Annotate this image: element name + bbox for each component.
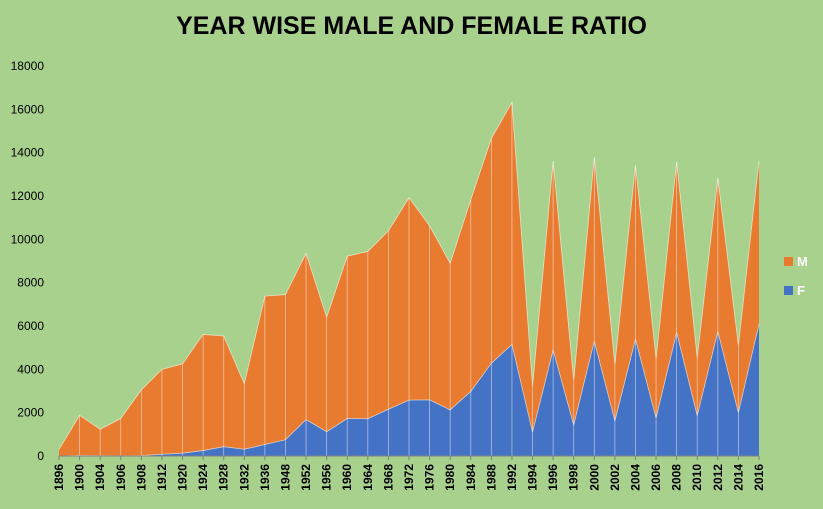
x-tick-label: 1948 [278, 464, 292, 491]
x-tick-label: 1960 [340, 464, 354, 491]
x-tick-label: 1896 [52, 464, 66, 491]
x-tick-label: 1994 [526, 464, 540, 491]
area-series-f [59, 324, 759, 456]
series-outline [58, 101, 760, 450]
x-tick-label: 2002 [608, 464, 622, 491]
x-tick-label: 2008 [670, 464, 684, 491]
x-tick-label: 1988 [484, 464, 498, 491]
y-axis-labels: 0 2000 4000 6000 8000 10000 12000 14000 16000 180… [11, 59, 45, 463]
x-tick-label: 1992 [505, 464, 519, 491]
x-tick-label: 2006 [649, 464, 663, 491]
y-tick-label: 8000 [17, 276, 44, 290]
y-tick-label: 0 [37, 449, 44, 463]
legend-label-f: F [797, 283, 805, 298]
legend-label-m: M [797, 254, 808, 269]
x-tick-label: 2000 [587, 464, 601, 491]
x-tick-label: 1908 [134, 464, 148, 491]
x-tick-label: 2012 [711, 464, 725, 491]
x-tick-label: 2010 [690, 464, 704, 491]
x-tick-label: 1932 [237, 464, 251, 491]
x-tick-label: 1998 [567, 464, 581, 491]
x-tick-label: 1980 [443, 464, 457, 491]
x-tick-label: 1936 [258, 464, 272, 491]
y-tick-label: 6000 [17, 319, 44, 333]
y-tick-label: 10000 [11, 232, 45, 246]
x-tick-label: 1912 [155, 464, 169, 491]
x-tick-label: 2014 [731, 464, 745, 491]
y-tick-label: 4000 [17, 362, 44, 376]
legend-swatch-f [784, 286, 793, 295]
x-tick-label: 1972 [402, 464, 416, 491]
legend: MF [784, 254, 808, 298]
y-tick-label: 12000 [11, 189, 45, 203]
x-tick-label: 2004 [628, 464, 642, 491]
x-tick-label: 2016 [752, 464, 766, 491]
y-tick-label: 16000 [11, 102, 45, 116]
x-tick-label: 1920 [176, 464, 190, 491]
x-tick-label: 1952 [299, 464, 313, 491]
x-tick-label: 1906 [114, 464, 128, 491]
series-outline [58, 323, 760, 457]
y-tick-label: 18000 [11, 59, 45, 73]
x-tick-label: 1996 [546, 464, 560, 491]
x-tick-label: 1904 [93, 464, 107, 491]
x-tick-label: 1956 [320, 464, 334, 491]
x-tick-label: 1924 [196, 464, 210, 491]
x-axis: 1896 1900 1904 1906 1908 1912 1920 1924 1928 1932… [52, 455, 766, 491]
x-tick-label: 1900 [73, 464, 87, 491]
x-tick-label: 1928 [217, 464, 231, 491]
y-tick-label: 14000 [11, 146, 45, 160]
chart-areas [58, 101, 760, 457]
x-tick-label: 1964 [361, 464, 375, 491]
x-tick-label: 1968 [381, 464, 395, 491]
x-tick-label: 1976 [423, 464, 437, 491]
x-tick-label: 1984 [464, 464, 478, 491]
y-tick-label: 2000 [17, 406, 44, 420]
legend-swatch-m [784, 257, 793, 266]
chart-title: YEAR WISE MALE AND FEMALE RATIO [176, 12, 647, 40]
